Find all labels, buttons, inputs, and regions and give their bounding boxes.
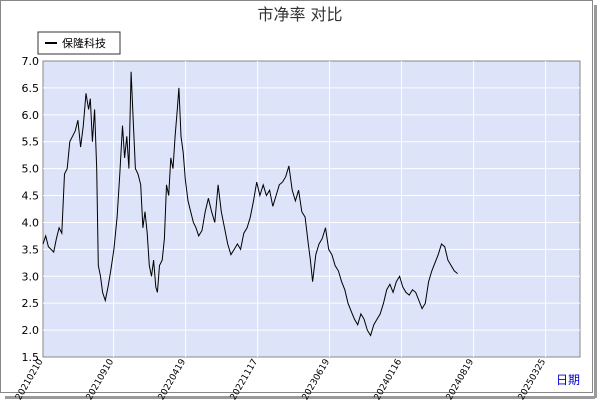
- y-tick-label: 5.0: [22, 163, 40, 176]
- y-tick-label: 2.0: [22, 324, 40, 337]
- frame-shadow-right: [594, 5, 597, 398]
- y-tick-label: 4.5: [22, 190, 40, 203]
- legend-box: [37, 31, 121, 55]
- y-axis-ticks: 1.5 2.0 2.5 3.0 3.5 4.0 4.5 5.0 5.5 6.0 6.5 7.0: [22, 55, 40, 364]
- y-tick-label: 1.5: [22, 351, 40, 364]
- y-tick-label: 3.0: [22, 270, 40, 283]
- y-tick-label: 4.0: [22, 216, 40, 229]
- y-tick-label: 6.0: [22, 109, 40, 122]
- frame-shadow-bottom: [5, 396, 595, 399]
- chart-title: 市净率 对比: [257, 5, 342, 24]
- legend: 保隆科技: [37, 31, 121, 55]
- y-tick-label: 7.0: [22, 55, 40, 68]
- y-tick-label: 3.5: [22, 243, 40, 256]
- y-tick-label: 5.5: [22, 136, 40, 149]
- series-line-保隆科技: [42, 71, 458, 337]
- plot-area: [42, 60, 581, 358]
- legend-label: 保隆科技: [62, 36, 106, 50]
- x-axis-label: 日期: [556, 373, 580, 387]
- y-tick-label: 2.5: [22, 297, 40, 310]
- y-tick-label: 6.5: [22, 82, 40, 95]
